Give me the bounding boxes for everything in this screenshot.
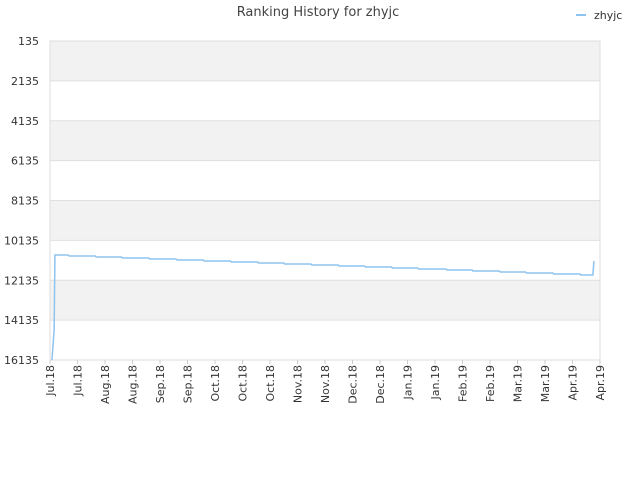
y-tick-label: 6135	[11, 155, 39, 168]
legend-label: zhyjc	[594, 9, 622, 22]
x-tick-label: Jan.19	[429, 365, 442, 400]
band	[50, 120, 600, 161]
x-tick-label: Jul.18	[44, 365, 57, 397]
x-tick-label: Mar.19	[539, 365, 552, 402]
band	[50, 280, 600, 321]
x-tick-label: Aug.18	[99, 365, 112, 404]
y-tick-label: 135	[18, 35, 39, 48]
line	[51, 254, 595, 361]
y-tick-label: 10135	[4, 234, 39, 247]
y-tick-label: 12135	[4, 274, 39, 287]
y-tick-label: 4135	[11, 115, 39, 128]
x-tick-label: Oct.18	[209, 365, 222, 402]
x-tick-label: Oct.18	[264, 365, 277, 402]
x-tick-label: Jul.18	[72, 365, 85, 397]
x-tick-label: Aug.18	[127, 365, 140, 404]
y-tick-label: 14135	[4, 314, 39, 327]
x-tick-label: Feb.19	[457, 365, 470, 402]
x-tick-label: Oct.18	[237, 365, 250, 402]
band	[50, 200, 600, 241]
x-tick-label: Apr.19	[567, 365, 580, 401]
chart-title: Ranking History for zhyjc	[237, 5, 400, 20]
x-tick-label: Sep.18	[154, 365, 167, 403]
x-tick-label: Jan.19	[402, 365, 415, 400]
band	[50, 41, 600, 81]
x-tick-label: Sep.18	[182, 365, 195, 403]
x-tick-label: Dec.18	[374, 365, 387, 404]
y-tick-label: 8135	[11, 195, 39, 208]
x-tick-label: Nov.18	[319, 365, 332, 403]
y-tick-label: 2135	[11, 75, 39, 88]
x-tick-label: Mar.19	[512, 365, 525, 402]
x-tick-label: Dec.18	[347, 365, 360, 404]
y-tick-label: 16135	[4, 354, 39, 367]
x-tick-label: Nov.18	[292, 365, 305, 403]
x-tick-label: Feb.19	[484, 365, 497, 402]
x-tick-label: Apr.19	[594, 365, 607, 401]
